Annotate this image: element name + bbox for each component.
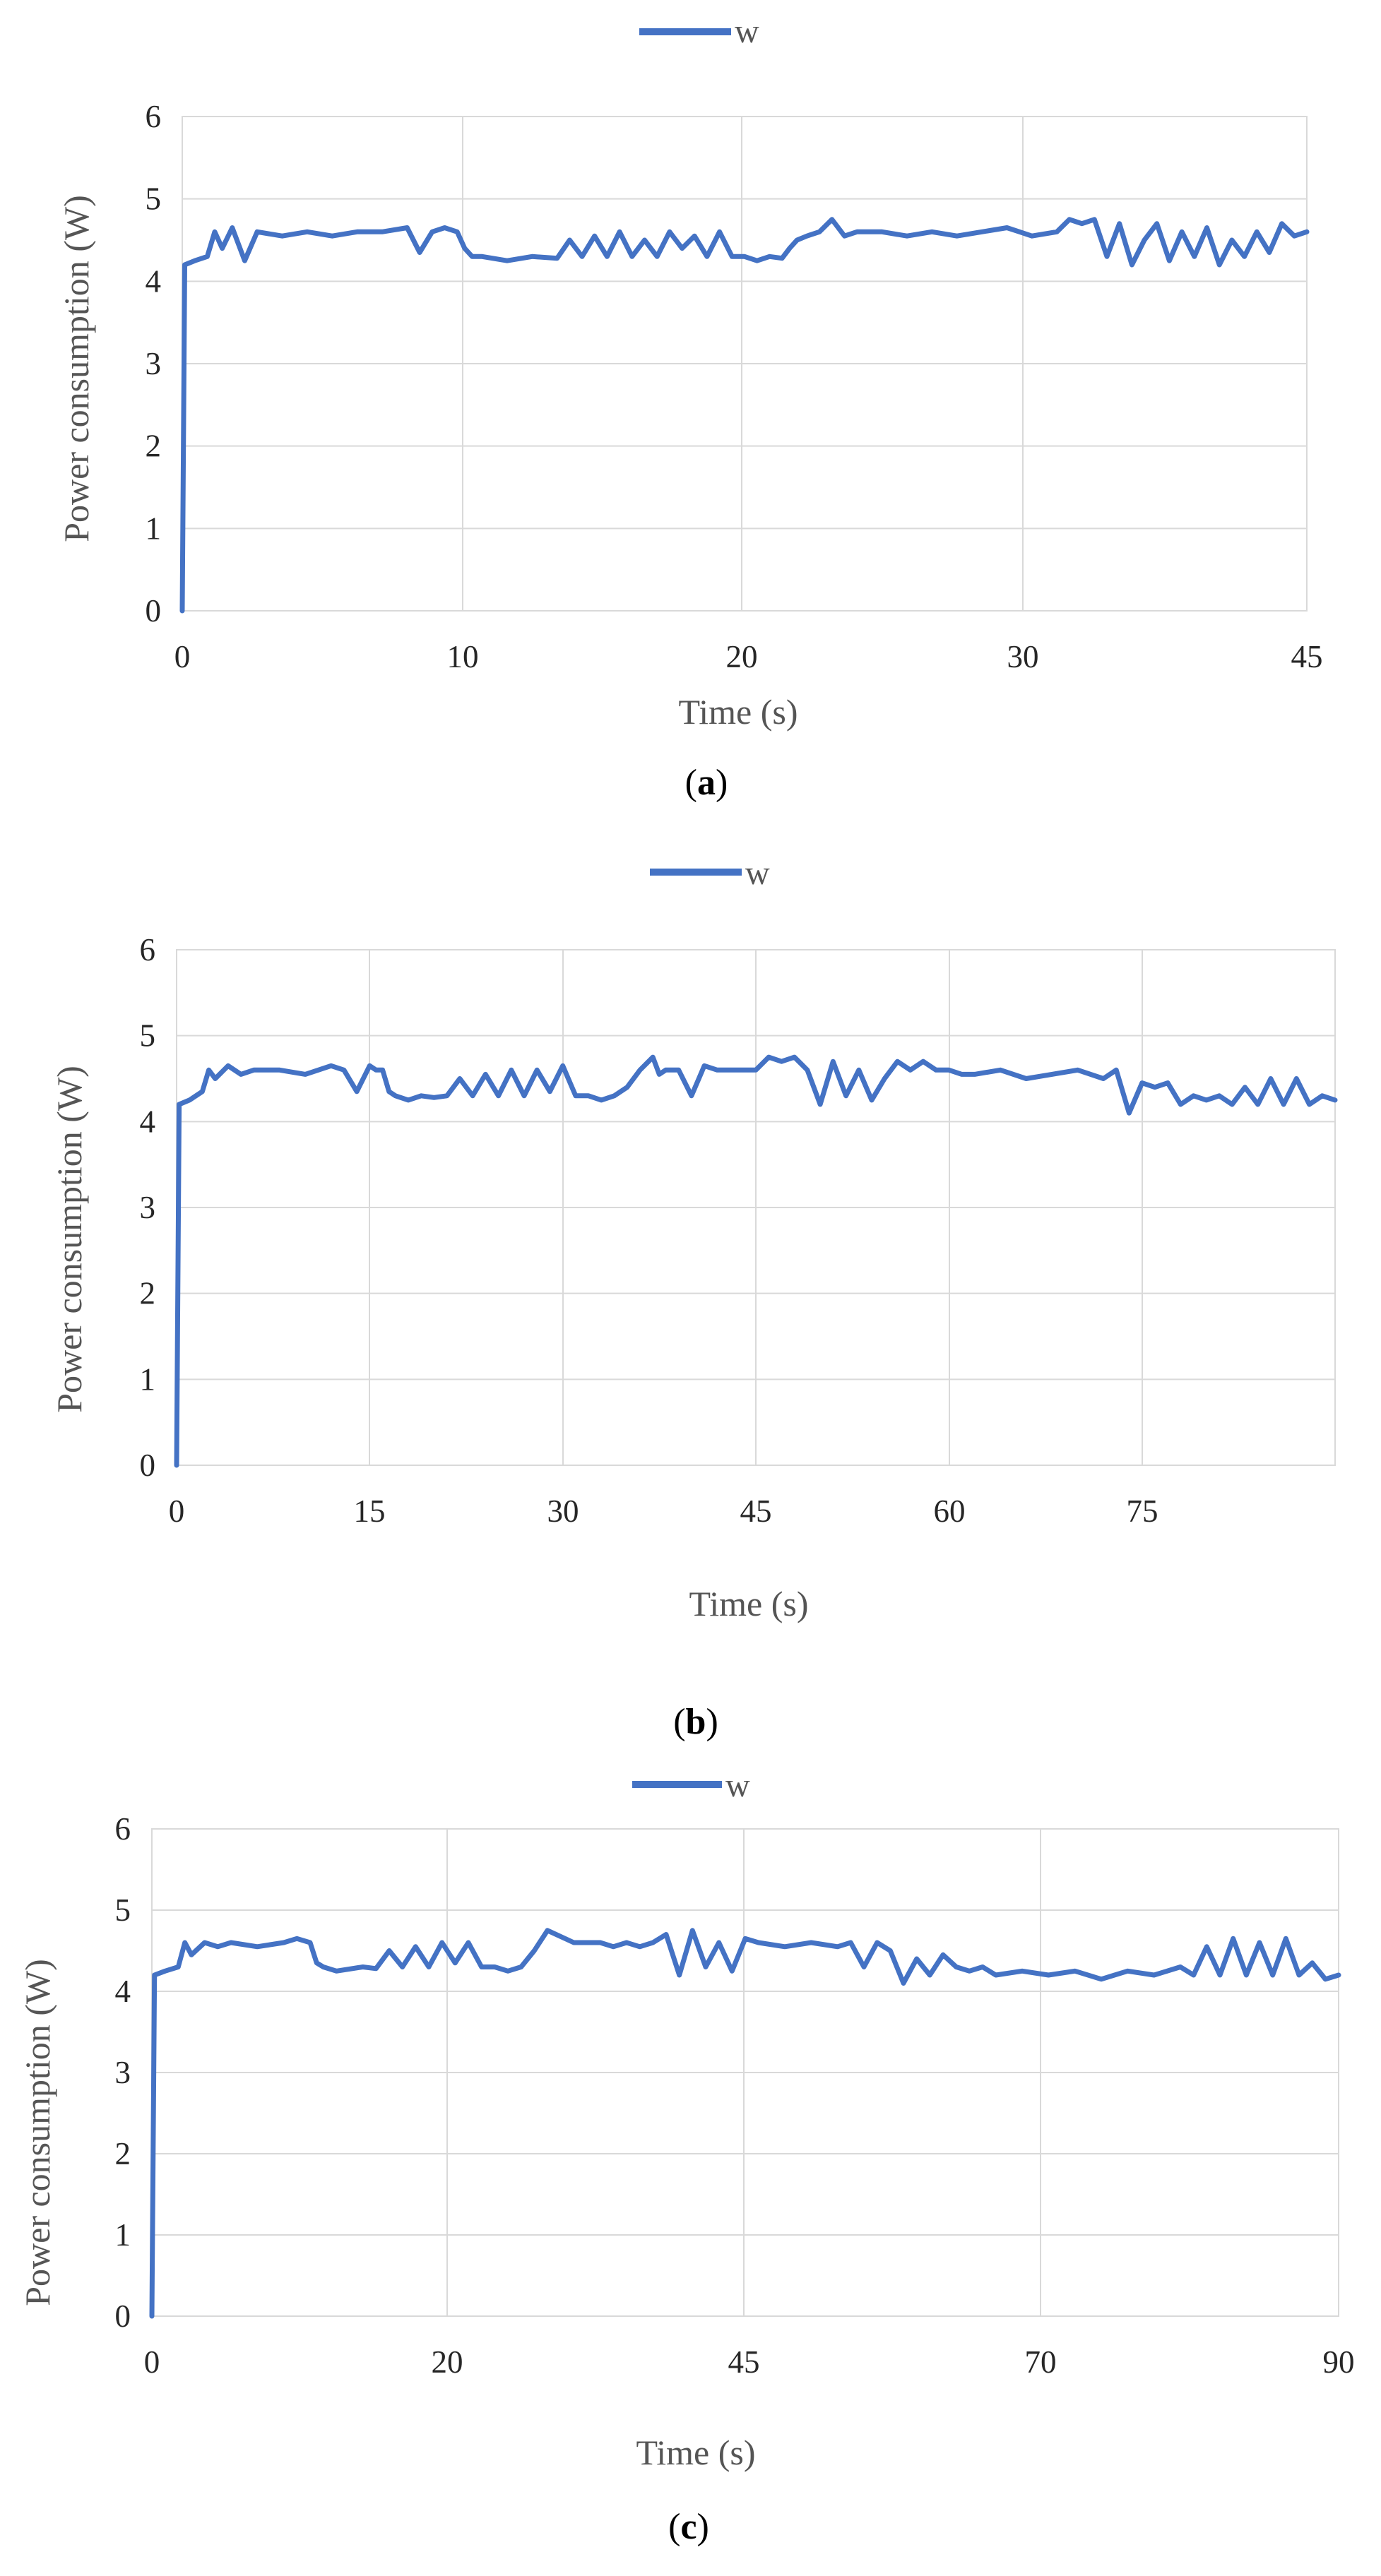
x-tick-label: 45 [740,1493,772,1529]
y-tick-label: 2 [115,2136,131,2171]
y-axis-label: Power consumption (W) [18,1959,57,2306]
y-tick-label: 3 [146,346,162,381]
y-tick-label: 0 [146,593,162,628]
y-tick-label: 5 [146,181,162,217]
y-tick-label: 5 [140,1018,156,1054]
series-line-w [179,217,1310,614]
y-tick-label: 6 [146,99,162,134]
x-axis-label: Time (s) [678,692,798,732]
legend-label: w [745,854,770,892]
y-tick-label: 0 [140,1448,156,1483]
x-tick-label: 15 [354,1493,386,1529]
x-tick-label: 0 [174,639,191,674]
y-tick-label: 3 [140,1190,156,1225]
caption-open-paren: ( [668,2507,680,2547]
y-tick-label: 6 [140,932,156,967]
x-tick-label: 30 [1007,639,1039,674]
y-axis-label: Power consumption (W) [57,195,96,542]
y-axis-ticks: 0 1 2 3 4 5 6 [140,932,156,1483]
caption-b: (b) [673,1702,718,1742]
y-tick-label: 0 [115,2298,131,2334]
x-tick-label: 90 [1323,2344,1355,2380]
y-axis-ticks: 0 1 2 3 4 5 6 [115,1811,131,2334]
x-tick-label: 75 [1127,1493,1158,1529]
series-line-w [174,1054,1338,1468]
caption-open-paren: ( [685,763,697,803]
series-line-w [149,1928,1341,2319]
y-tick-label: 4 [146,263,162,299]
x-tick-label: 20 [432,2344,463,2380]
legend: w [632,1767,750,1804]
caption-c: (c) [668,2507,709,2547]
x-tick-label: 30 [547,1493,579,1529]
x-axis-ticks: 0 10 20 30 45 [174,639,1323,674]
x-tick-label: 45 [1291,639,1323,674]
caption-close-paren: ) [706,1702,718,1742]
y-tick-label: 2 [140,1276,156,1311]
legend: w [650,854,770,892]
y-tick-label: 4 [140,1104,156,1139]
y-axis-ticks: 0 1 2 3 4 5 6 [146,99,162,628]
x-tick-label: 10 [447,639,479,674]
legend-label: w [735,13,759,50]
caption-close-paren: ) [697,2507,709,2547]
y-tick-label: 2 [146,429,162,464]
x-tick-label: 45 [728,2344,760,2380]
x-axis-ticks: 0 15 30 45 60 75 [169,1493,1158,1529]
caption-letter: a [697,763,716,803]
caption-open-paren: ( [673,1702,685,1742]
x-axis-label: Time (s) [689,1584,808,1623]
x-tick-label: 60 [934,1493,966,1529]
x-tick-label: 70 [1025,2344,1057,2380]
y-tick-label: 4 [115,1974,131,2009]
caption-letter: b [686,1702,706,1742]
y-tick-label: 1 [115,2217,131,2253]
y-tick-label: 5 [115,1892,131,1928]
caption-letter: c [680,2507,697,2547]
caption-a: (a) [685,763,728,803]
x-axis-ticks: 0 20 45 70 90 [144,2344,1355,2380]
x-tick-label: 0 [144,2344,160,2380]
y-tick-label: 1 [146,511,162,546]
y-tick-label: 1 [140,1361,156,1397]
x-tick-label: 20 [726,639,758,674]
legend: w [639,13,759,50]
legend-label: w [725,1767,750,1804]
caption-close-paren: ) [716,763,728,803]
x-tick-label: 0 [169,1493,185,1529]
y-tick-label: 6 [115,1811,131,1847]
y-axis-label: Power consumption (W) [49,1066,89,1413]
x-axis-label: Time (s) [636,2433,755,2472]
y-tick-label: 3 [115,2055,131,2090]
